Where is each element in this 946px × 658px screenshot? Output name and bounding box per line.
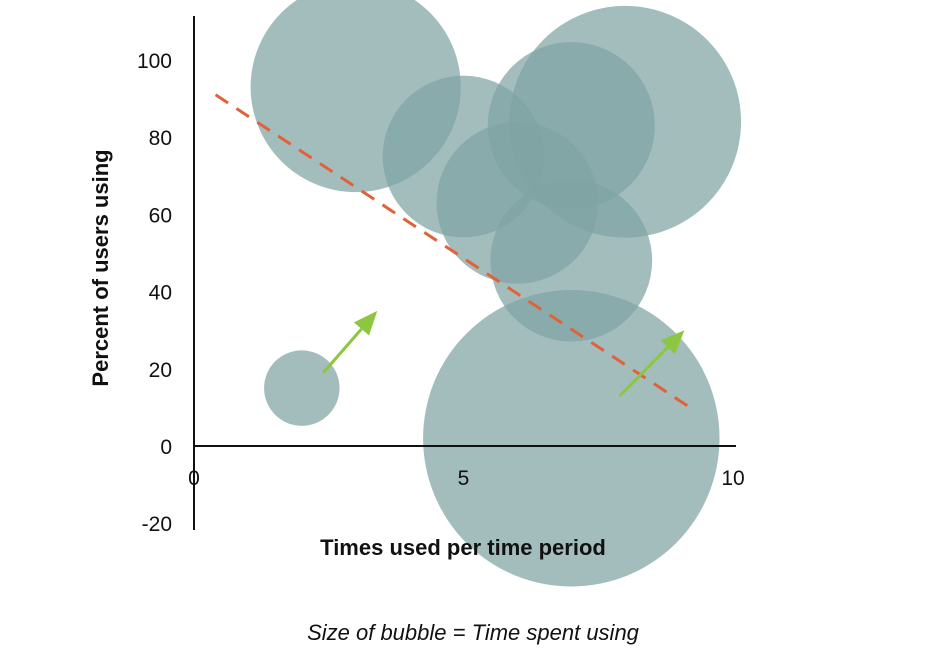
x-axis-title: Times used per time period	[320, 535, 606, 560]
y-tick-label: 60	[149, 204, 172, 227]
x-tick-label: 10	[721, 467, 744, 490]
bubbles-layer	[250, 0, 742, 587]
tick-labels-layer: -20 0 20 40 60 80 100 0 5 10	[137, 50, 745, 536]
y-tick-label: -20	[142, 513, 172, 536]
bubble-5	[509, 5, 742, 238]
y-tick-label: 0	[160, 436, 172, 459]
trend-line	[214, 93, 691, 409]
chart-caption: Size of bubble = Time spent using	[307, 620, 639, 645]
bubble-8	[264, 350, 340, 426]
y-tick-label: 20	[149, 359, 172, 382]
x-tick-label: 5	[458, 467, 470, 490]
bubble-7	[423, 290, 720, 587]
arrow-2-head	[660, 330, 685, 355]
overlay-layer	[214, 93, 691, 409]
y-tick-label: 40	[149, 282, 172, 305]
arrow-2-shaft	[618, 346, 669, 397]
arrow-1-shaft	[322, 327, 363, 374]
axes-layer	[193, 16, 736, 530]
y-tick-label: 100	[137, 50, 172, 73]
x-tick-label: 0	[188, 467, 200, 490]
y-axis-title: Percent of users using	[88, 149, 113, 386]
arrow-1-head	[353, 310, 378, 336]
y-tick-label: 80	[149, 127, 172, 150]
